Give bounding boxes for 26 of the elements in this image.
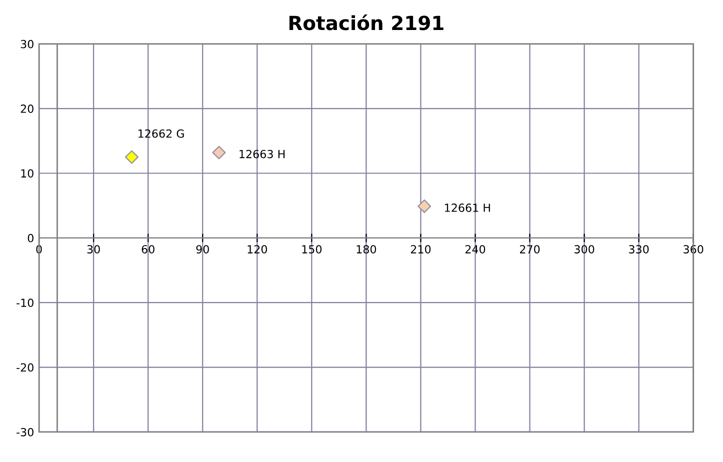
x-tick-label: 360	[684, 245, 704, 254]
x-tick-label: 330	[629, 245, 649, 254]
x-tick-label: 120	[248, 245, 268, 254]
y-tick-label: -10	[16, 298, 34, 307]
x-tick-label: 210	[410, 245, 431, 254]
y-tick-label: -30	[16, 428, 34, 436]
y-tick-label: 20	[20, 104, 34, 113]
annotation: 12663 H	[240, 150, 285, 158]
point	[124, 150, 139, 164]
point	[418, 199, 432, 213]
x-tick-label: 240	[465, 245, 486, 254]
point	[212, 146, 226, 160]
x-tick-label: 180	[356, 245, 376, 254]
chart-title: Rotación 2191	[289, 14, 444, 30]
y-tick-label: -20	[16, 363, 34, 372]
annotation: 12662 G	[138, 129, 184, 138]
x-tick-label: 90	[196, 245, 209, 254]
x-tick-label: 60	[142, 245, 154, 254]
x-tick-label: 30	[87, 245, 100, 254]
x-tick-label: 270	[520, 245, 540, 254]
x-tick-label: 300	[574, 245, 594, 254]
y-tick-label: 0	[28, 234, 34, 242]
y-tick-label: 30	[20, 40, 34, 48]
x-tick-label: 150	[302, 245, 322, 254]
annotation: 12661 H	[445, 204, 490, 212]
y-tick-label: 10	[21, 169, 34, 178]
